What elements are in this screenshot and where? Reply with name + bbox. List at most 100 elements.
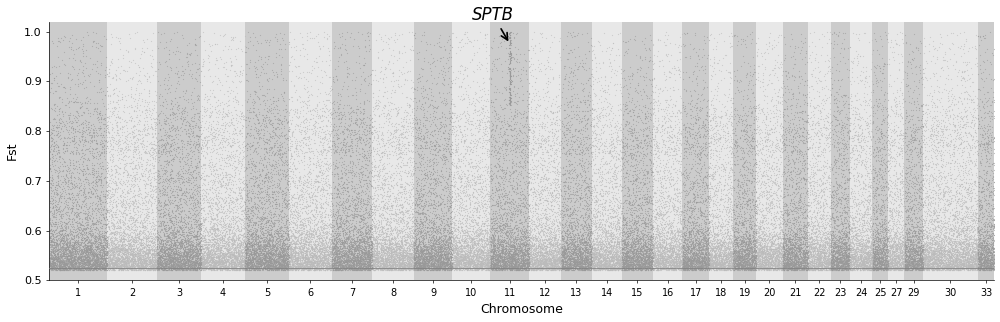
Point <box>417 244 433 249</box>
Point <box>419 247 435 252</box>
Point <box>365 259 381 264</box>
Point <box>107 162 123 167</box>
Point <box>552 256 568 261</box>
Point <box>114 259 130 264</box>
Point <box>762 254 778 259</box>
Point <box>282 134 298 139</box>
Point <box>506 251 522 256</box>
Point <box>717 261 733 266</box>
Point <box>494 227 510 232</box>
Point <box>380 258 396 263</box>
Point <box>214 151 230 156</box>
Point <box>540 265 556 270</box>
Point <box>194 253 210 258</box>
Point <box>566 261 582 266</box>
Point <box>747 201 763 206</box>
Point <box>496 227 512 232</box>
Point <box>50 266 66 271</box>
Point <box>425 261 441 266</box>
Point <box>701 267 717 272</box>
Text: SPTB: SPTB <box>472 6 514 40</box>
Point <box>876 187 892 193</box>
Point <box>934 197 950 202</box>
Point <box>844 259 860 264</box>
Point <box>834 251 850 257</box>
Point <box>381 264 397 270</box>
Point <box>584 198 600 203</box>
Point <box>985 262 1000 267</box>
Point <box>738 229 754 234</box>
Point <box>816 189 832 194</box>
Point <box>470 260 486 265</box>
Point <box>859 205 875 210</box>
Point <box>599 123 615 128</box>
Point <box>198 239 214 244</box>
Point <box>679 138 695 143</box>
Point <box>956 240 972 245</box>
Point <box>578 242 594 248</box>
Point <box>294 228 310 233</box>
Point <box>188 233 204 238</box>
Point <box>623 263 639 268</box>
Point <box>89 260 105 265</box>
Point <box>253 161 269 166</box>
Point <box>839 233 855 239</box>
Point <box>651 260 667 265</box>
Point <box>940 252 956 257</box>
Point <box>853 197 869 203</box>
Point <box>398 95 414 100</box>
Point <box>278 247 294 252</box>
Point <box>624 128 640 133</box>
Point <box>651 208 667 213</box>
Point <box>391 137 407 143</box>
Point <box>888 265 904 270</box>
Point <box>481 246 497 251</box>
Point <box>910 251 926 257</box>
Point <box>965 267 981 272</box>
Point <box>158 228 174 233</box>
Point <box>834 264 850 270</box>
Point <box>933 231 949 236</box>
Point <box>644 242 660 247</box>
Point <box>902 41 918 46</box>
Point <box>71 254 87 260</box>
Point <box>883 189 899 194</box>
Point <box>900 190 916 195</box>
Point <box>132 247 148 252</box>
Point <box>723 256 739 261</box>
Point <box>400 171 416 176</box>
Point <box>413 210 429 215</box>
Point <box>282 212 298 217</box>
Point <box>180 260 196 265</box>
Point <box>456 75 472 80</box>
Point <box>900 82 916 87</box>
Point <box>109 263 125 269</box>
Point <box>610 242 626 247</box>
Point <box>60 130 76 135</box>
Point <box>774 246 790 251</box>
Point <box>447 202 463 207</box>
Point <box>569 266 585 271</box>
Point <box>803 251 819 257</box>
Point <box>236 264 252 269</box>
Point <box>106 163 122 168</box>
Point <box>452 212 468 217</box>
Point <box>962 229 978 234</box>
Point <box>751 263 767 269</box>
Point <box>960 262 976 267</box>
Point <box>905 249 921 254</box>
Point <box>768 97 784 102</box>
Point <box>309 59 325 64</box>
Point <box>387 240 403 245</box>
Point <box>687 114 703 119</box>
Point <box>956 261 972 266</box>
Point <box>241 234 257 239</box>
Point <box>692 228 708 233</box>
Point <box>935 140 951 145</box>
Point <box>722 186 738 191</box>
Point <box>112 260 128 265</box>
Point <box>776 217 792 222</box>
Point <box>722 267 738 272</box>
Point <box>967 213 983 219</box>
Point <box>911 108 927 113</box>
